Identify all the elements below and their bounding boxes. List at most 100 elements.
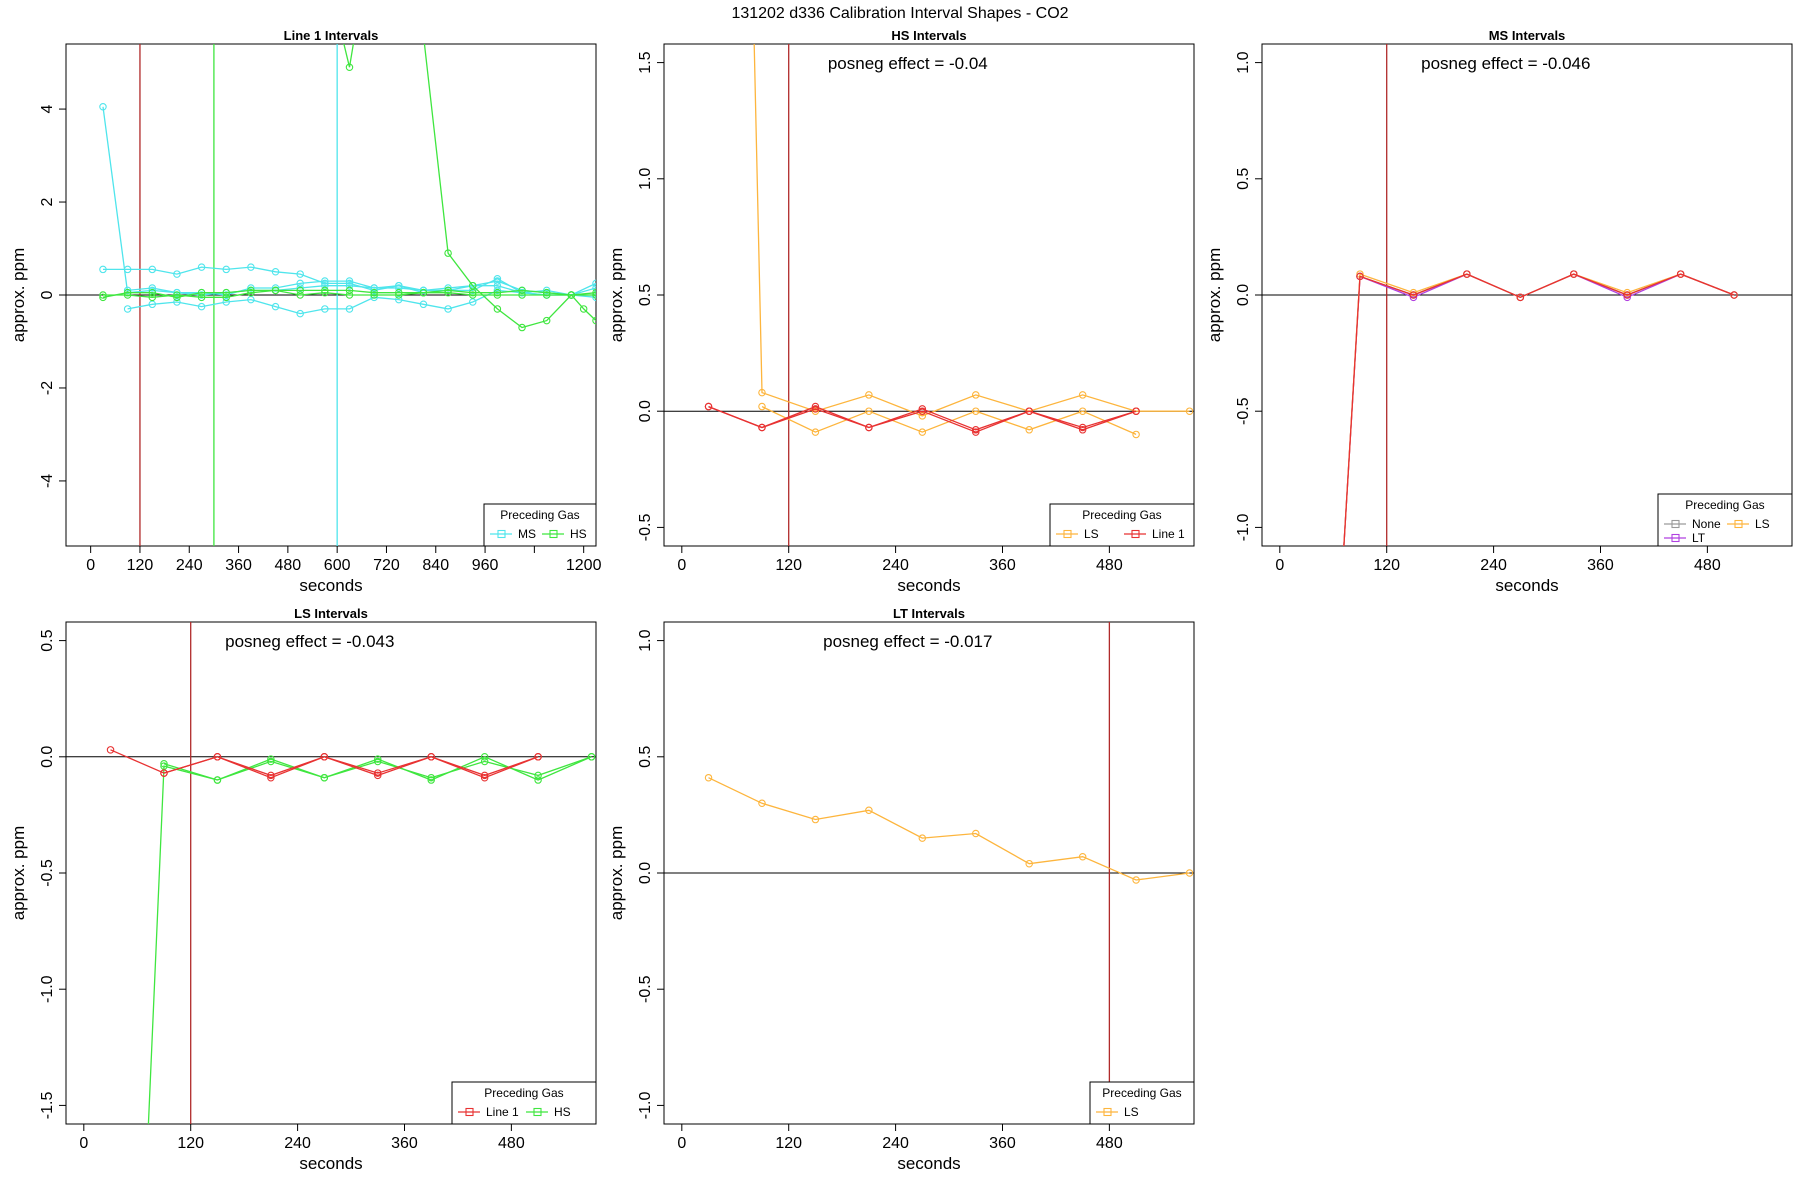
y-tick-label: 2 [39, 197, 56, 206]
chart-panel-3: MS Intervals 0 120 240 360 480 seconds -1.0 -0.5… [1205, 28, 1793, 595]
legend: Preceding Gas MS HS [483, 503, 597, 547]
legend-entry-hs: HS [570, 527, 587, 541]
y-tick-label: 0.0 [39, 746, 56, 768]
data-point [320, 753, 329, 761]
data-point [222, 291, 230, 299]
data-point [1132, 407, 1140, 415]
data-point [758, 799, 766, 808]
legend-title: Preceding Gas [1685, 498, 1764, 512]
data-point [592, 316, 596, 325]
figure-title: 131202 d336 Calibration Interval Shapes … [731, 5, 1068, 22]
data-point [296, 284, 304, 292]
y-tick-label: 0.5 [1235, 168, 1252, 190]
data-point [758, 423, 766, 432]
plot-frame [65, 621, 597, 1125]
series-line-ls [708, 777, 1190, 881]
data-point [1409, 293, 1418, 302]
y-tick-label: 1.5 [637, 51, 654, 73]
data-point [1078, 852, 1087, 861]
data-point [345, 279, 354, 288]
x-tick-label: 360 [1587, 557, 1614, 574]
data-point [493, 274, 502, 283]
data-point [213, 776, 222, 784]
plot-frame [663, 43, 1195, 547]
y-tick-label: -1.5 [39, 1092, 56, 1120]
data-point [345, 291, 354, 299]
data-point [1463, 270, 1471, 278]
data-point [1570, 270, 1578, 278]
data-point [197, 288, 206, 297]
data-point [534, 776, 542, 784]
data-point [1356, 272, 1364, 281]
y-tick-label: 1.0 [637, 629, 654, 651]
series-line-ms [103, 266, 596, 296]
chart-title: HS Intervals [891, 28, 966, 43]
x-axis-label: seconds [299, 1154, 362, 1173]
data-point [247, 288, 255, 297]
data-point [123, 286, 132, 295]
chart-panel-2: HS Intervals 0 120 240 360 480 seconds -0.5 0.0 0… [607, 28, 1195, 595]
y-tick-label: -0.5 [637, 975, 654, 1003]
data-point [296, 286, 304, 295]
y-axis-label: approx. ppm [9, 826, 28, 921]
data-point [296, 270, 304, 278]
data-point [395, 291, 403, 299]
legend-entry-ms: MS [518, 527, 536, 541]
data-point [427, 753, 435, 761]
data-point [865, 407, 873, 415]
data-point [592, 284, 596, 292]
data-point [173, 288, 181, 297]
data-point [267, 773, 275, 782]
data-point [345, 63, 354, 71]
data-point [143, 1172, 149, 1178]
data-point [1676, 270, 1685, 278]
data-point [99, 265, 107, 274]
legend-swatch-marker [1671, 533, 1680, 543]
data-point [296, 279, 304, 288]
data-point [247, 284, 255, 292]
legend-swatch-marker [1131, 529, 1140, 539]
y-tick-label: -1.0 [1235, 514, 1252, 542]
data-point [321, 279, 329, 288]
data-point [419, 286, 428, 295]
x-tick-label: 480 [275, 557, 302, 574]
series-line-line-1 [708, 405, 1137, 433]
legend-entry-ls: LS [1084, 527, 1099, 541]
data-point [1025, 859, 1033, 868]
x-tick-label: 120 [775, 557, 802, 574]
data-point [123, 305, 132, 313]
data-point [271, 286, 280, 295]
data-point [106, 746, 115, 754]
data-point [247, 295, 255, 304]
data-point [99, 293, 107, 302]
y-tick-label: -1.0 [39, 975, 56, 1003]
data-point [518, 323, 526, 332]
legend-entry-lt: LT [1692, 531, 1706, 545]
x-tick-label: 0 [86, 557, 95, 574]
y-tick-label: -2 [39, 381, 56, 395]
y-axis-label: approx. ppm [9, 248, 28, 343]
data-point [444, 249, 452, 257]
y-tick-label: 0.5 [637, 284, 654, 306]
data-point [865, 391, 873, 399]
y-tick-label: -4 [39, 474, 56, 488]
data-point [160, 762, 168, 770]
data-point [811, 402, 820, 411]
data-point [1078, 391, 1087, 399]
data-point [592, 293, 596, 302]
data-point [160, 769, 168, 777]
data-point [592, 288, 596, 297]
x-tick-label: 360 [391, 1135, 418, 1152]
data-point [1132, 430, 1140, 439]
data-point [1623, 288, 1631, 297]
data-point [197, 291, 206, 299]
data-point [468, 291, 477, 299]
data-point [247, 286, 255, 295]
data-point [213, 753, 222, 761]
data-point [419, 300, 428, 309]
posneg-annotation: posneg effect = -0.043 [225, 632, 394, 651]
x-tick-label: 720 [373, 557, 400, 574]
data-point [542, 316, 551, 325]
data-point [811, 405, 820, 413]
